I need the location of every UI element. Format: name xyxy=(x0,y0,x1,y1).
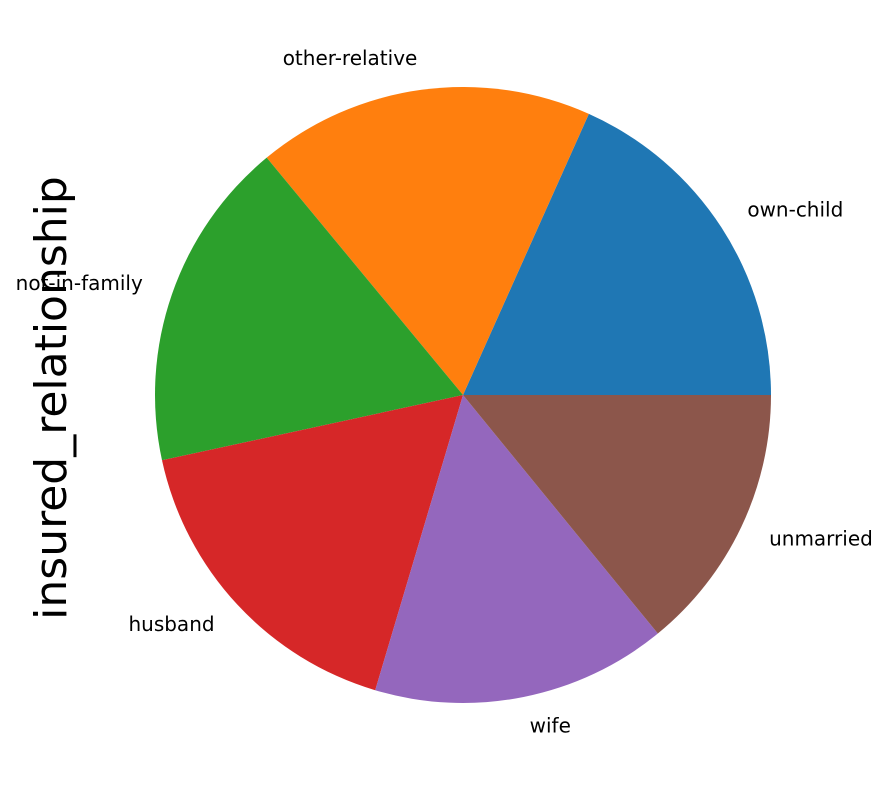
pie-slice-not-in-family xyxy=(154,157,463,461)
slice-label-wife: wife xyxy=(530,714,571,738)
pie-slice-husband xyxy=(162,395,464,691)
slice-label-not-in-family: not-in-family xyxy=(16,271,143,295)
y-axis-label: insured_relationship xyxy=(26,176,77,620)
pie-slice-wife xyxy=(375,395,658,703)
slice-label-unmarried: unmarried xyxy=(769,527,873,551)
pie-slice-other-relative xyxy=(266,86,589,395)
slice-label-other-relative: other-relative xyxy=(283,46,418,70)
pie-slice-unmarried xyxy=(463,395,771,634)
slice-label-own-child: own-child xyxy=(747,197,843,221)
pie-slice-own-child xyxy=(463,113,771,395)
pie-slices xyxy=(154,86,771,703)
pie-labels: own-child other-relative not-in-family husb… xyxy=(16,46,873,738)
slice-label-husband: husband xyxy=(128,612,214,636)
